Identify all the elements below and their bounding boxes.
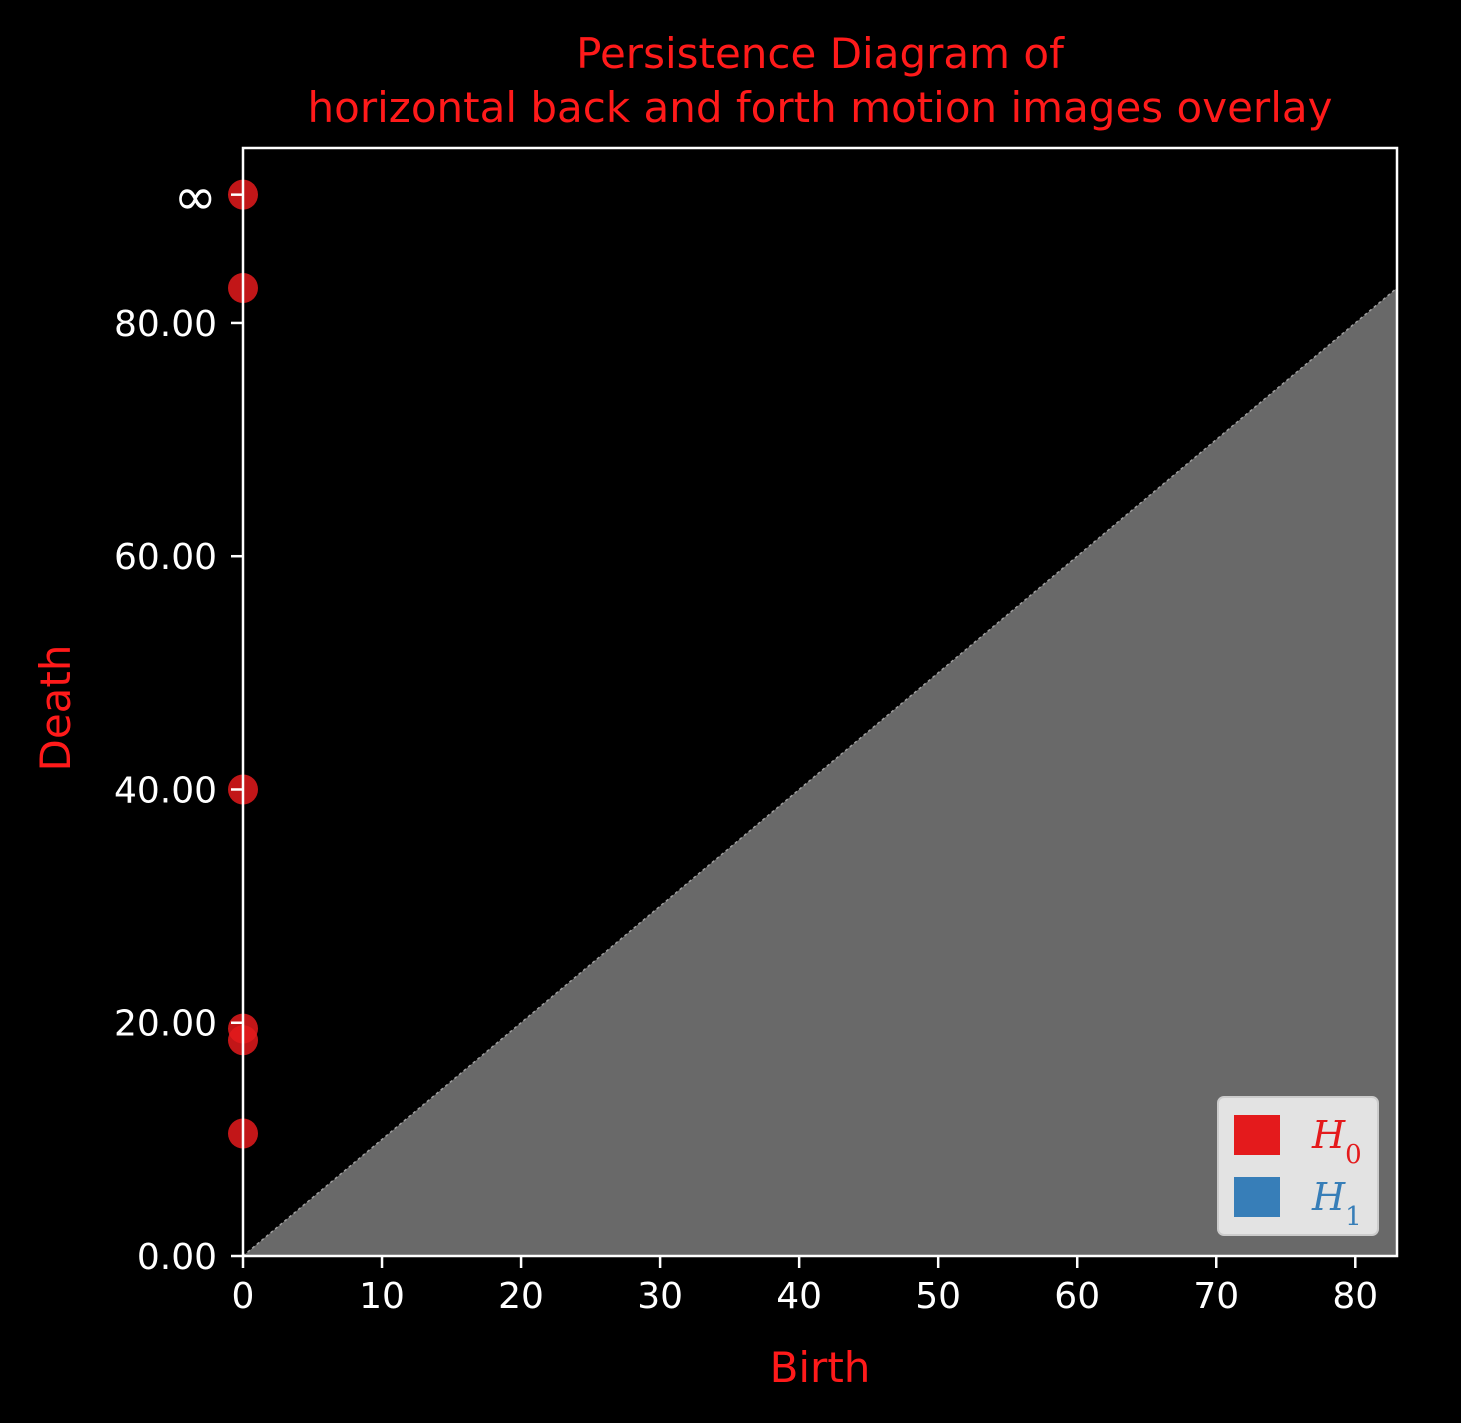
x-tick-label: 70	[1193, 1276, 1239, 1317]
diagonal-region	[243, 287, 1397, 1256]
x-axis-label: Birth	[770, 1343, 871, 1392]
legend-swatch-h1	[1234, 1177, 1280, 1217]
x-tick-label: 50	[915, 1276, 961, 1317]
legend-label-h0: H0	[1311, 1113, 1362, 1170]
infinity-tick-label: ∞	[174, 168, 217, 228]
x-tick-label: 10	[359, 1276, 405, 1317]
x-tick-label: 40	[776, 1276, 822, 1317]
x-tick-label: 20	[498, 1276, 544, 1317]
chart-title-line-2: horizontal back and forth motion images …	[308, 83, 1333, 132]
chart-title-line-1: Persistence Diagram of	[576, 29, 1065, 78]
y-tick-label: 60.00	[114, 537, 217, 578]
legend-label-h1: H1	[1311, 1175, 1362, 1232]
x-tick-label: 80	[1332, 1276, 1378, 1317]
x-axis-ticks: 0 10 20 30 40 50 60 70 80	[232, 1256, 1378, 1317]
y-axis-label: Death	[31, 644, 80, 771]
y-axis-ticks: 0.00 20.00 40.00 60.00 80.00	[114, 193, 243, 1278]
plot-area	[242, 287, 1398, 1257]
plot-frame	[241, 146, 1399, 1258]
diagonal-line	[242, 287, 1398, 1257]
legend-swatch-h0	[1234, 1115, 1280, 1155]
y-tick-label: 20.00	[114, 1004, 217, 1045]
y-tick-label: 80.00	[114, 304, 217, 345]
x-tick-label: 60	[1054, 1276, 1100, 1317]
y-tick-label: 40.00	[114, 770, 217, 811]
y-tick-label: 0.00	[137, 1237, 217, 1278]
x-tick-label: 30	[637, 1276, 683, 1317]
x-tick-label: 0	[232, 1276, 255, 1317]
